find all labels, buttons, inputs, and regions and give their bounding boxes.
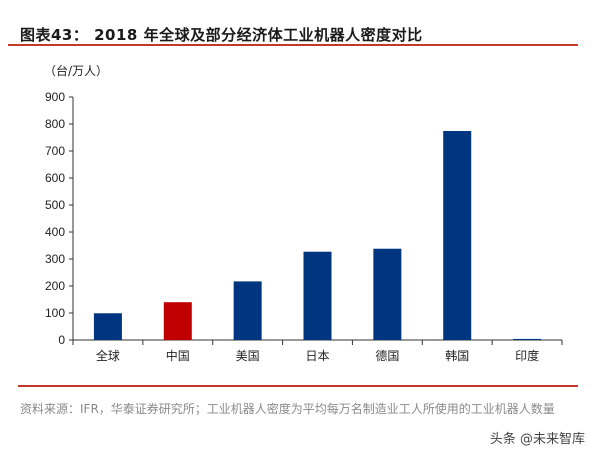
watermark: 头条 @未来智库: [489, 432, 585, 447]
source-divider: [18, 385, 578, 387]
x-tick-label: 日本: [305, 349, 329, 363]
y-tick-label: 900: [45, 90, 65, 104]
y-tick-label: 500: [45, 198, 65, 212]
x-tick-label: 印度: [515, 348, 539, 363]
bar-2: [163, 302, 192, 340]
x-tick-label: 全球: [96, 348, 120, 363]
y-unit-label: （台/万人）: [44, 64, 109, 78]
y-tick-label: 200: [45, 279, 65, 293]
chart-area: （台/万人） 0 100 200 300 400 500 600 700 800 900 全球 中国 美…: [0, 50, 597, 380]
y-tick-label: 0: [58, 333, 65, 347]
bar-3: [233, 281, 262, 340]
chart-title: 图表43： 2018 年全球及部分经济体工业机器人密度对比: [20, 26, 423, 44]
bar-chart: 0 100 200 300 400 500 600 700 800 900 全球 中国 美国 日本 德国 韩国…: [45, 90, 563, 363]
x-tick-label: 中国: [166, 348, 190, 363]
y-tick-label: 400: [45, 225, 65, 239]
y-tick-label: 100: [45, 306, 65, 320]
bar-5: [373, 248, 402, 340]
bar-4: [303, 251, 332, 340]
y-tick-label: 600: [45, 171, 65, 185]
y-tick-label: 300: [45, 252, 65, 266]
bar-7: [513, 338, 542, 340]
title-bar: 图表43： 2018 年全球及部分经济体工业机器人密度对比: [8, 10, 578, 46]
y-tick-label: 700: [45, 144, 65, 158]
source-note: 资料来源：IFR，华泰证券研究所；工业机器人密度为平均每万名制造业工人所使用的工…: [20, 402, 555, 416]
y-tick-label: 800: [45, 117, 65, 131]
x-tick-label: 德国: [375, 348, 399, 363]
bar-1: [93, 313, 122, 340]
x-tick-label: 美国: [236, 349, 260, 363]
x-tick-label: 韩国: [445, 348, 469, 363]
bar-6: [443, 131, 472, 340]
